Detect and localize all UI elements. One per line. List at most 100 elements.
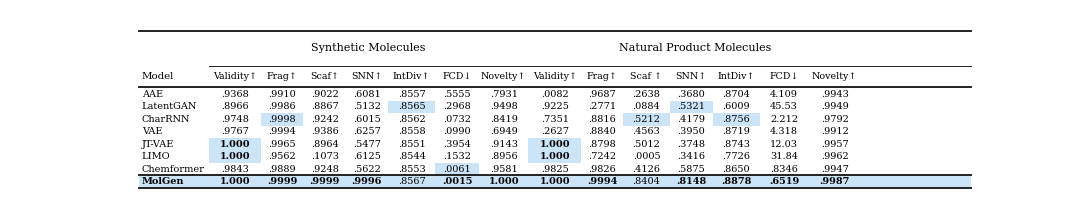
Text: .0082: .0082: [541, 90, 569, 99]
Text: FCD↓: FCD↓: [443, 72, 472, 81]
Text: SNN↑: SNN↑: [351, 72, 382, 81]
Bar: [480, 175, 528, 188]
Text: .5622: .5622: [353, 165, 381, 174]
Bar: [713, 175, 760, 188]
Text: .8878: .8878: [721, 177, 752, 186]
Text: .4563: .4563: [633, 127, 660, 136]
Text: .9965: .9965: [269, 140, 296, 149]
Bar: [623, 113, 670, 126]
Text: FCD↓: FCD↓: [769, 72, 799, 81]
Text: .8840: .8840: [589, 127, 616, 136]
Text: .7242: .7242: [588, 152, 616, 161]
Bar: [808, 175, 862, 188]
Text: .2771: .2771: [588, 102, 616, 111]
Text: .3416: .3416: [677, 152, 705, 161]
Bar: [208, 175, 261, 188]
Text: .5012: .5012: [633, 140, 660, 149]
Text: .3950: .3950: [677, 127, 705, 136]
Bar: [139, 175, 971, 188]
Text: Natural Product Molecules: Natural Product Molecules: [619, 43, 771, 53]
Bar: [528, 150, 581, 163]
Text: 4.109: 4.109: [770, 90, 798, 99]
Text: .9987: .9987: [820, 177, 850, 186]
Bar: [303, 175, 346, 188]
Bar: [670, 101, 713, 113]
Text: .9910: .9910: [269, 90, 296, 99]
Text: .9386: .9386: [311, 127, 338, 136]
Text: .9826: .9826: [589, 165, 616, 174]
Text: 45.53: 45.53: [770, 102, 798, 111]
Text: .5555: .5555: [444, 90, 471, 99]
Text: .9748: .9748: [221, 115, 249, 124]
Text: .9947: .9947: [821, 165, 849, 174]
Text: LIMO: LIMO: [141, 152, 171, 161]
Text: .1532: .1532: [443, 152, 471, 161]
Text: .6949: .6949: [490, 127, 517, 136]
Text: .9996: .9996: [352, 177, 382, 186]
Text: .9889: .9889: [269, 165, 296, 174]
Text: AAE: AAE: [141, 90, 163, 99]
Bar: [670, 175, 713, 188]
Text: .9999: .9999: [309, 177, 340, 186]
Bar: [435, 163, 480, 175]
Text: CharRNN: CharRNN: [141, 115, 190, 124]
Text: .9581: .9581: [490, 165, 517, 174]
Text: MolGen: MolGen: [141, 177, 185, 186]
Text: Frag↑: Frag↑: [267, 72, 298, 81]
Text: .8419: .8419: [489, 115, 517, 124]
Bar: [388, 101, 435, 113]
Text: .9562: .9562: [269, 152, 296, 161]
Text: 12.03: 12.03: [770, 140, 798, 149]
Text: .5875: .5875: [677, 165, 705, 174]
Text: .3954: .3954: [443, 140, 471, 149]
Text: .1073: .1073: [311, 152, 339, 161]
Text: Frag↑: Frag↑: [586, 72, 618, 81]
Bar: [528, 175, 581, 188]
Bar: [713, 113, 760, 126]
Text: .9994: .9994: [586, 177, 618, 186]
Text: 1.000: 1.000: [488, 177, 519, 186]
Text: .0015: .0015: [442, 177, 472, 186]
Text: .4126: .4126: [633, 165, 660, 174]
Text: IntDiv↑: IntDiv↑: [393, 72, 430, 81]
Text: .9767: .9767: [221, 127, 249, 136]
Text: .9943: .9943: [821, 90, 849, 99]
Text: .8148: .8148: [676, 177, 706, 186]
Text: .9999: .9999: [267, 177, 297, 186]
Text: Novelty↑: Novelty↑: [812, 72, 858, 81]
Text: .9498: .9498: [490, 102, 517, 111]
Text: .0005: .0005: [633, 152, 660, 161]
Text: .9022: .9022: [311, 90, 338, 99]
Text: .3680: .3680: [677, 90, 705, 99]
Text: .3748: .3748: [677, 140, 705, 149]
Text: .5321: .5321: [677, 102, 705, 111]
Text: 1.000: 1.000: [219, 152, 251, 161]
Text: 1.000: 1.000: [219, 177, 251, 186]
Text: .8567: .8567: [397, 177, 426, 186]
Text: .8704: .8704: [723, 90, 751, 99]
Text: Novelty↑: Novelty↑: [481, 72, 526, 81]
Text: .8966: .8966: [221, 102, 248, 111]
Text: .9912: .9912: [821, 127, 849, 136]
Text: Scaf ↑: Scaf ↑: [631, 72, 662, 81]
Text: .5212: .5212: [633, 115, 660, 124]
Text: .7726: .7726: [723, 152, 751, 161]
Text: .0732: .0732: [443, 115, 471, 124]
Text: .9687: .9687: [589, 90, 616, 99]
Text: 1.000: 1.000: [539, 152, 570, 161]
Text: .8544: .8544: [397, 152, 426, 161]
Text: 1.000: 1.000: [219, 140, 251, 149]
Text: .9998: .9998: [269, 115, 296, 124]
Text: .9368: .9368: [221, 90, 248, 99]
Text: .6081: .6081: [353, 90, 381, 99]
Text: .9962: .9962: [821, 152, 849, 161]
Bar: [346, 175, 388, 188]
Text: Validity↑: Validity↑: [213, 72, 257, 81]
Text: .8565: .8565: [397, 102, 426, 111]
Text: .8557: .8557: [397, 90, 426, 99]
Text: .2968: .2968: [444, 102, 471, 111]
Text: .5132: .5132: [353, 102, 381, 111]
Text: .9242: .9242: [311, 115, 339, 124]
Text: .6125: .6125: [353, 152, 381, 161]
Bar: [760, 175, 808, 188]
